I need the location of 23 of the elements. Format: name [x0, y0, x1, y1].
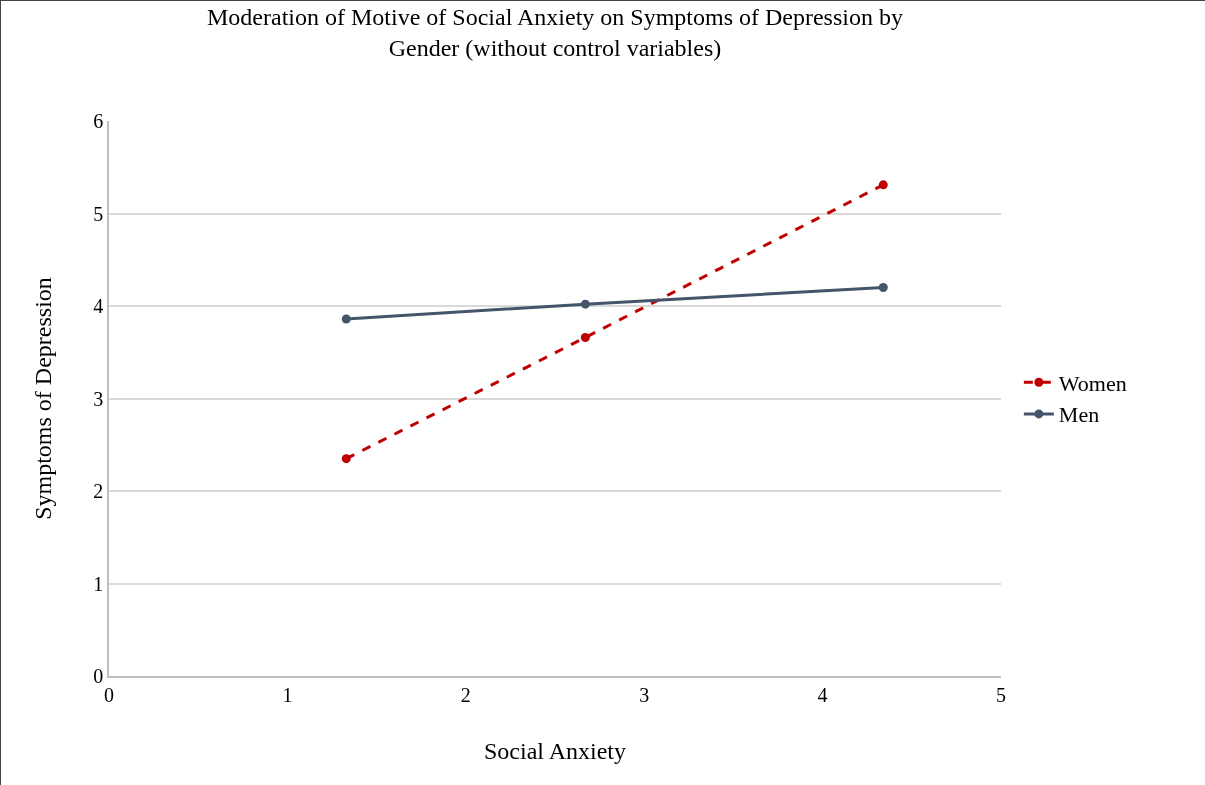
y-tick-label: 3 — [93, 387, 104, 410]
x-axis-title: Social Anxiety — [484, 737, 626, 764]
y-tick-label: 5 — [93, 202, 104, 225]
y-tick-label: 2 — [93, 480, 104, 502]
y-axis-title: Symptoms of Depression — [29, 277, 56, 520]
legend-label: Women — [1058, 370, 1127, 396]
x-tick-label: 3 — [639, 683, 650, 706]
point — [341, 314, 351, 324]
x-tick-label: 5 — [996, 683, 1006, 706]
y-tick-label: 4 — [93, 295, 104, 317]
point — [341, 454, 351, 464]
point — [878, 180, 888, 190]
x-tick-label: 1 — [282, 683, 293, 706]
point — [580, 299, 590, 309]
y-tick-label: 6 — [93, 110, 104, 132]
chart-title: Moderation of Motive of Social Anxiety on Symptoms of Depression by Gender (without control variables) — [207, 3, 903, 61]
point — [878, 283, 888, 292]
y-tick-label: 1 — [93, 572, 104, 595]
x-tick-label: 2 — [460, 683, 471, 706]
x-tick-label: 4 — [817, 683, 828, 706]
y-tick-label: 0 — [93, 665, 104, 687]
legend-label: Men — [1058, 402, 1100, 428]
point — [580, 332, 590, 342]
